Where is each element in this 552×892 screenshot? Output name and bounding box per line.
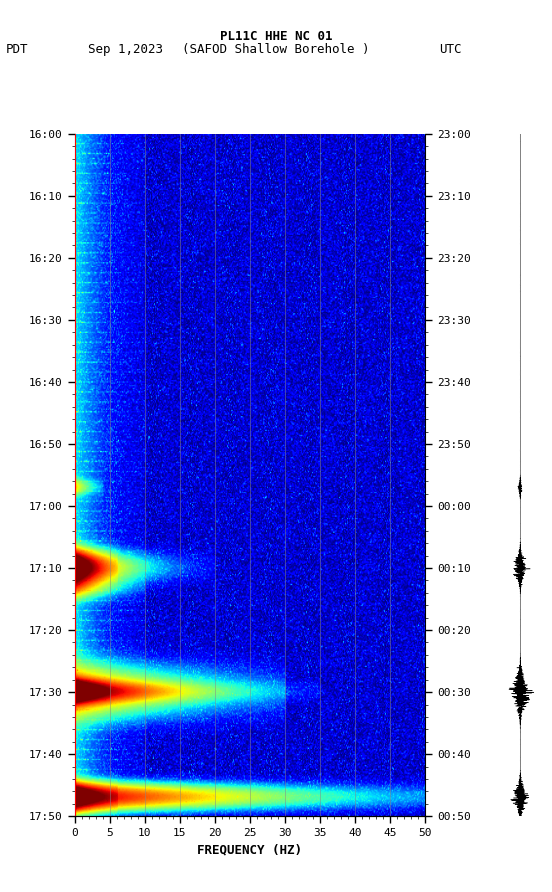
Text: (SAFOD Shallow Borehole ): (SAFOD Shallow Borehole ) [182,43,370,56]
Text: Sep 1,2023: Sep 1,2023 [88,43,163,56]
Text: PL11C HHE NC 01: PL11C HHE NC 01 [220,30,332,44]
Text: PDT: PDT [6,43,28,56]
Text: UTC: UTC [439,43,461,56]
X-axis label: FREQUENCY (HZ): FREQUENCY (HZ) [197,844,302,856]
Text: USGS: USGS [22,14,55,29]
